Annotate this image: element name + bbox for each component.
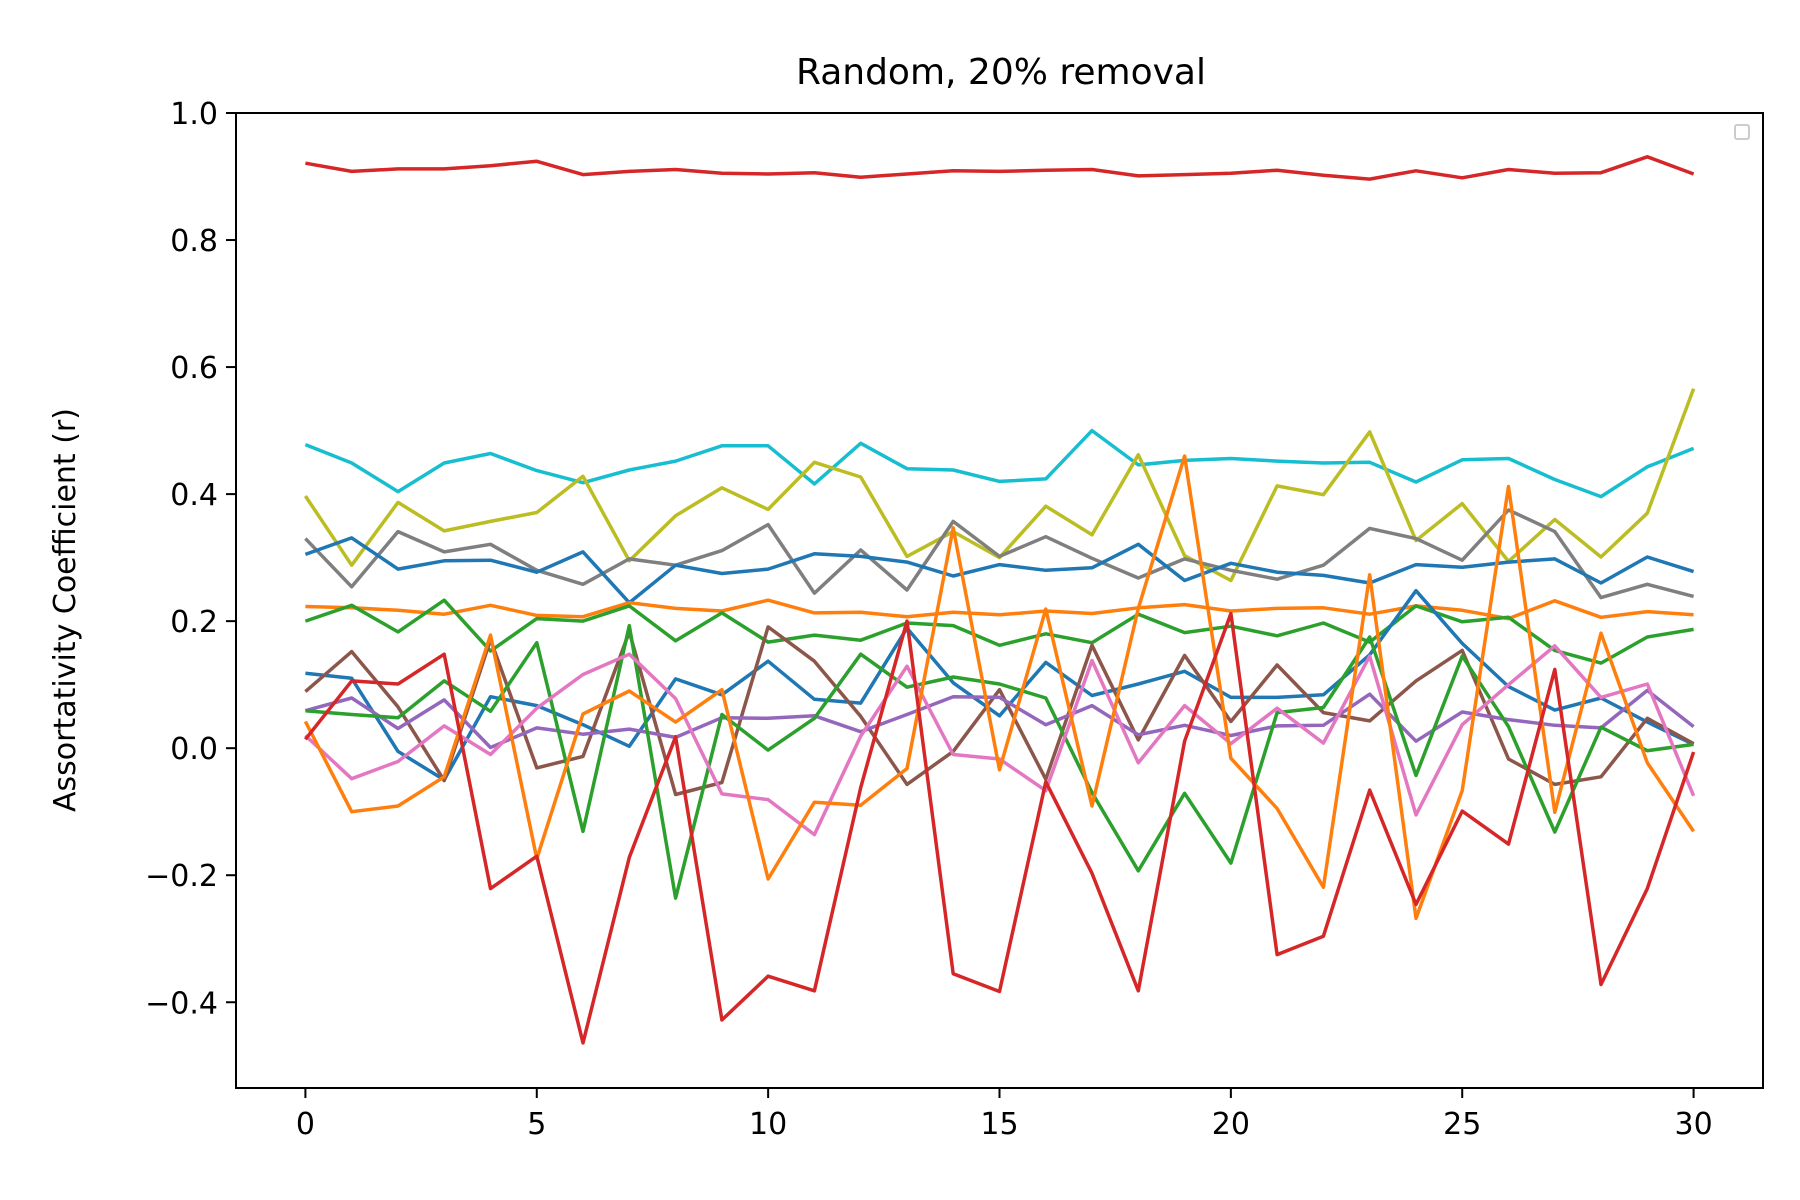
x-tick-label: 20 — [1212, 1107, 1250, 1142]
chart-title: Random, 20% removal — [796, 52, 1206, 93]
x-tick-label: 10 — [749, 1107, 787, 1142]
y-axis: −0.4 −0.2 0.0 0.2 0.4 0.6 0.8 1.0 — [145, 97, 236, 1021]
y-tick-label: 0.0 — [170, 732, 218, 767]
x-tick-label: 0 — [296, 1107, 315, 1142]
series-line-1 — [305, 155, 1695, 181]
series-line-10 — [304, 688, 1695, 750]
y-tick-label: 0.6 — [170, 351, 218, 386]
x-tick-label: 5 — [527, 1107, 546, 1142]
series-line-6 — [305, 598, 1694, 621]
series-line-11 — [305, 623, 1694, 900]
y-axis-label: Assortativity Coefficient (r) — [48, 408, 83, 812]
y-tick-label: 0.2 — [170, 605, 218, 640]
legend-box[interactable] — [1734, 124, 1750, 140]
series-line-12 — [304, 644, 1696, 837]
x-axis: 0 5 10 15 20 25 30 — [296, 1088, 1713, 1142]
series-line-7 — [304, 598, 1694, 665]
series-line-9 — [304, 625, 1695, 797]
series-line-2 — [304, 428, 1695, 499]
y-tick-label: −0.4 — [145, 986, 218, 1021]
y-tick-label: −0.2 — [145, 859, 218, 894]
series-line-5 — [304, 536, 1695, 605]
x-tick-label: 25 — [1443, 1107, 1481, 1142]
x-tick-label: 30 — [1674, 1107, 1712, 1142]
series-group — [303, 155, 1696, 1045]
y-tick-label: 0.8 — [170, 224, 218, 259]
series-line-8 — [305, 588, 1695, 782]
series-line-14 — [304, 611, 1696, 1045]
y-tick-label: 0.4 — [170, 478, 218, 513]
x-tick-label: 15 — [980, 1107, 1018, 1142]
y-tick-label: 1.0 — [170, 97, 218, 132]
